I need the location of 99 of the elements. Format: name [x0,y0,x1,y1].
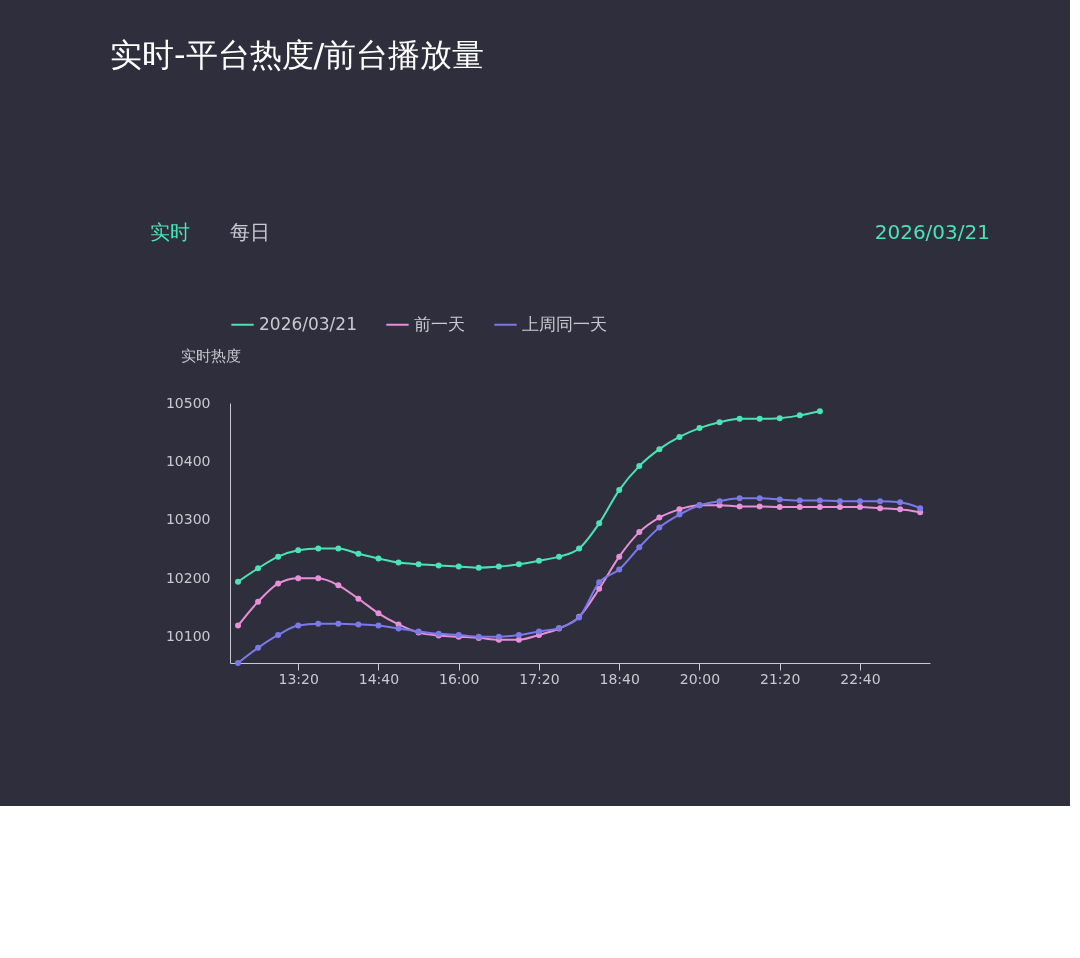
point [515,631,522,638]
point [616,487,623,494]
point [315,620,322,627]
x-tick-label: 14:40 [358,670,400,687]
point [295,575,302,582]
point [495,563,502,570]
point [856,504,863,510]
text: 每日 [230,220,270,244]
point [716,498,723,505]
y-tick-label: 10400 [165,452,211,469]
point [836,504,843,510]
point [355,621,362,628]
chart-title: 实时-平台热度/前台播放量 [110,36,485,74]
point [395,559,402,566]
point [255,644,262,651]
point [776,496,783,503]
text: 2026/03/21 [874,220,990,244]
point [395,625,402,632]
point [836,498,843,505]
x-tick-label: 17:20 [519,670,560,687]
point [375,622,382,629]
point [355,550,362,557]
point [656,514,663,521]
point [816,408,823,415]
x-tick-label: 18:40 [599,670,640,687]
point [897,499,904,506]
point [275,553,282,560]
point [676,511,683,518]
point [636,544,643,551]
point [856,498,863,505]
point [816,497,823,504]
point [335,582,342,589]
point [616,566,623,573]
point [816,504,823,510]
point [636,463,643,470]
x-tick-label: 16:00 [439,670,480,687]
point [315,545,322,552]
point [756,495,763,502]
x-tick-label: 21:20 [760,670,801,687]
point [255,598,262,605]
point [696,425,703,432]
point [335,545,342,552]
point [776,415,783,422]
legend-label: 2026/03/21 [259,313,357,334]
point [295,547,302,554]
point [636,529,643,536]
point [475,564,482,571]
point [917,505,924,512]
point [796,412,803,419]
x-tick-label: 20:00 [679,670,721,687]
point [596,579,603,586]
point [235,660,242,666]
point [596,520,603,527]
point [556,553,563,560]
point [535,557,542,564]
point [435,562,442,569]
point [656,446,663,453]
point [656,524,663,531]
point [796,497,803,504]
point [455,563,462,570]
y-axis-title: 实时热度 [180,346,241,365]
point [275,580,282,587]
point [235,622,242,629]
point [355,595,362,602]
point [736,503,743,510]
point [576,545,583,552]
legend-label: 前一天 [414,313,465,334]
point [596,585,603,592]
point [315,575,322,582]
point [736,495,743,502]
y-tick-label: 10100 [165,628,211,645]
point [295,622,302,629]
y-tick-label: 10500 [165,394,211,411]
point [335,620,342,627]
y-tick-label: 10200 [165,569,211,586]
x-tick-label: 22:40 [840,670,881,687]
point [877,498,884,505]
point [676,433,683,440]
point [796,504,803,510]
point [756,503,763,510]
text: 实时 [150,220,190,244]
y-tick-label: 10300 [165,511,211,528]
point [877,505,884,512]
point [897,506,904,513]
point [616,553,623,560]
point [736,415,743,422]
x-tick-label: 13:20 [278,670,319,687]
point [776,504,783,510]
point [515,561,522,568]
point [275,631,282,638]
point [375,555,382,562]
point [756,415,763,422]
point [235,578,242,585]
point [375,610,382,617]
point [716,419,723,426]
legend-label: 上周同一天 [522,313,607,334]
point [415,561,422,568]
point [255,565,262,572]
point [676,506,683,513]
